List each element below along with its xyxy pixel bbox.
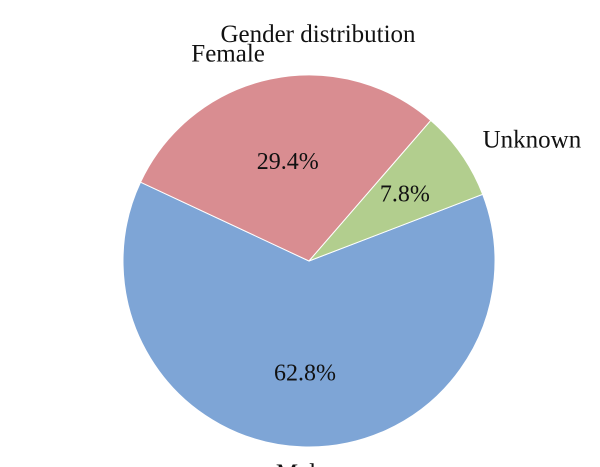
slice-value-label-female: 29.4% [257, 149, 319, 175]
pie-slice-female [139, 74, 432, 262]
slice-category-label-female: Female [191, 41, 265, 68]
chart-title: Gender distribution [220, 21, 416, 48]
slice-value-label-unknown: 7.8% [380, 182, 430, 208]
pie-slice-unknown [308, 119, 484, 262]
slice-value-labels: 62.8% 29.4% 7.8% [257, 149, 430, 387]
pie-slice-male [122, 181, 496, 448]
pie-slices [122, 74, 496, 448]
slice-category-label-unknown: Unknown [483, 126, 582, 153]
slice-value-label-male: 62.8% [274, 361, 336, 387]
slice-category-label-male: Male [276, 460, 327, 467]
slice-category-labels: Male Female Unknown [191, 41, 581, 467]
